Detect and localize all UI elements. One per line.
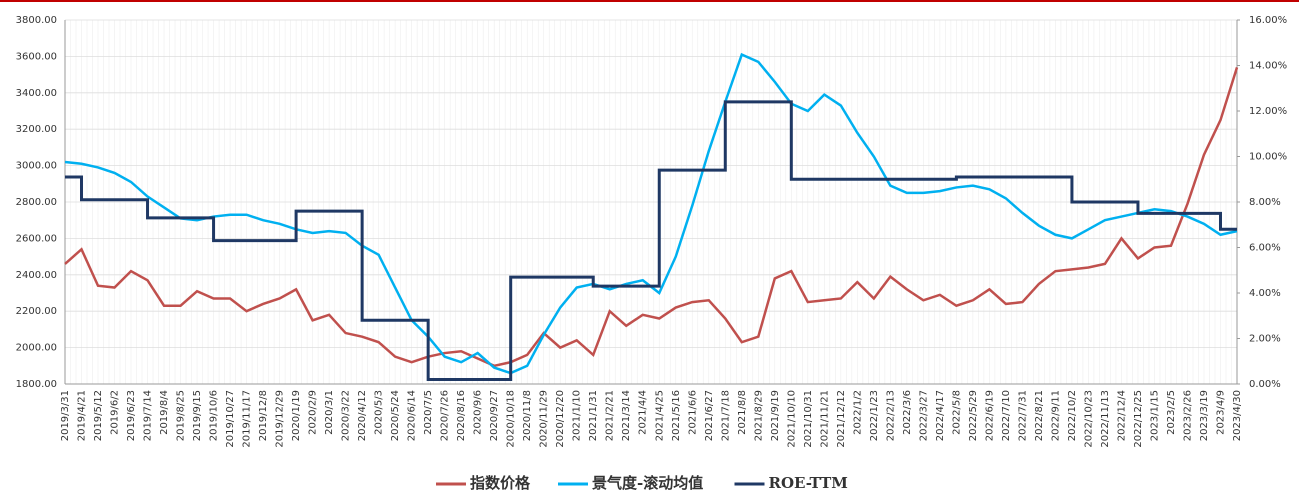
y-tick-label: 2400.00 [16, 270, 57, 281]
y2-tick-label: 0.00% [1249, 379, 1281, 390]
y2-tick-label: 16.00% [1249, 15, 1287, 26]
series-line [65, 100, 1237, 381]
legend-label: 景气度-滚动均值 [592, 474, 703, 492]
x-tick-label: 2022/7/31 [1017, 390, 1028, 441]
x-tick-label: 2021/10/10 [786, 390, 797, 448]
x-tick-label: 2021/8/29 [753, 390, 764, 441]
x-tick-label: 2020/7/26 [440, 390, 451, 441]
x-tick-label: 2021/6/6 [687, 390, 698, 435]
series-line [64, 66, 1239, 368]
x-tick-label: 2022/10/2 [1067, 390, 1078, 441]
x-tick-label: 2021/3/14 [621, 390, 632, 441]
x-tick-label: 2021/11/21 [819, 390, 830, 448]
x-tick-label: 2022/2/13 [885, 390, 896, 441]
x-tick-label: 2020/2/9 [308, 390, 319, 435]
x-tick-label: 2019/12/8 [258, 390, 269, 441]
x-tick-label: 2019/4/21 [77, 390, 88, 441]
y2-tick-label: 14.00% [1249, 61, 1287, 72]
x-tick-label: 2022/12/25 [1133, 390, 1144, 448]
x-tick-label: 2020/10/18 [506, 390, 517, 448]
x-tick-label: 2021/12/12 [836, 390, 847, 448]
x-tick-label: 2019/10/27 [225, 390, 236, 448]
x-tick-label: 2023/4/30 [1232, 390, 1243, 441]
legend-label: 指数价格 [470, 474, 531, 492]
x-tick-label: 2019/9/15 [192, 390, 203, 441]
x-tick-label: 2021/2/21 [605, 390, 616, 441]
y2-tick-label: 2.00% [1249, 334, 1281, 345]
x-tick-label: 2019/8/4 [159, 390, 170, 435]
y-tick-label: 2800.00 [16, 197, 57, 208]
x-tick-label: 2023/2/5 [1166, 390, 1177, 435]
x-tick-label: 2021/1/10 [572, 390, 583, 441]
x-tick-label: 2020/11/8 [522, 390, 533, 441]
y-tick-label: 2000.00 [16, 343, 57, 354]
x-tick-label: 2022/11/13 [1100, 390, 1111, 448]
x-tick-label: 2022/10/23 [1083, 390, 1094, 448]
x-tick-label: 2020/5/24 [390, 390, 401, 441]
y2-tick-label: 6.00% [1249, 243, 1281, 254]
x-tick-label: 2022/4/17 [935, 390, 946, 441]
x-tick-label: 2020/9/6 [473, 390, 484, 435]
x-tick-label: 2021/7/18 [720, 390, 731, 441]
y-tick-label: 3600.00 [16, 51, 57, 62]
x-tick-label: 2021/8/8 [737, 390, 748, 435]
x-tick-label: 2022/3/6 [902, 390, 913, 435]
x-tick-label: 2022/12/4 [1116, 390, 1127, 441]
x-tick-label: 2021/10/31 [803, 390, 814, 448]
x-tick-label: 2020/8/16 [456, 390, 467, 441]
y2-tick-label: 12.00% [1249, 106, 1287, 117]
x-tick-label: 2019/11/17 [242, 390, 253, 448]
y2-tick-label: 4.00% [1249, 288, 1281, 299]
x-tick-label: 2020/7/5 [423, 390, 434, 435]
x-tick-label: 2020/3/1 [324, 390, 335, 435]
x-tick-label: 2019/8/25 [176, 390, 187, 441]
x-tick-label: 2023/4/9 [1215, 390, 1226, 435]
x-tick-label: 2020/5/3 [374, 390, 385, 435]
x-tick-label: 2019/6/2 [110, 390, 121, 435]
x-tick-label: 2023/2/26 [1182, 390, 1193, 441]
y-tick-label: 3000.00 [16, 161, 57, 172]
x-tick-label: 2020/3/22 [341, 390, 352, 441]
x-tick-label: 2020/9/27 [489, 390, 500, 441]
y2-tick-label: 10.00% [1249, 152, 1287, 163]
x-tick-label: 2020/6/14 [407, 390, 418, 441]
y-tick-label: 1800.00 [16, 379, 57, 390]
x-tick-label: 2020/4/12 [357, 390, 368, 441]
y2-tick-label: 8.00% [1249, 197, 1281, 208]
x-tick-label: 2022/6/19 [984, 390, 995, 441]
y-tick-label: 2200.00 [16, 306, 57, 317]
x-tick-label: 2019/3/31 [60, 390, 71, 441]
x-tick-label: 2022/5/29 [968, 390, 979, 441]
x-tick-label: 2023/3/19 [1199, 390, 1210, 441]
y-tick-label: 3800.00 [16, 15, 57, 26]
x-tick-label: 2020/11/29 [539, 390, 550, 448]
x-tick-label: 2022/3/27 [918, 390, 929, 441]
x-tick-label: 2022/1/2 [852, 390, 863, 435]
y-tick-label: 2600.00 [16, 233, 57, 244]
x-tick-label: 2023/1/15 [1149, 390, 1160, 441]
x-tick-label: 2022/5/8 [951, 390, 962, 435]
x-tick-label: 2020/1/19 [291, 390, 302, 441]
x-tick-label: 2019/10/6 [209, 390, 220, 441]
x-tick-label: 2019/6/23 [126, 390, 137, 441]
y-tick-label: 3400.00 [16, 88, 57, 99]
x-tick-label: 2021/4/4 [638, 390, 649, 435]
x-tick-label: 2020/12/20 [555, 390, 566, 448]
y-tick-label: 3200.00 [16, 124, 57, 135]
x-tick-label: 2021/9/19 [770, 390, 781, 441]
legend-label: ROE-TTM [769, 474, 848, 492]
x-tick-label: 2019/12/29 [275, 390, 286, 448]
x-tick-label: 2021/4/25 [654, 390, 665, 441]
x-tick-label: 2022/7/10 [1001, 390, 1012, 441]
x-tick-label: 2021/1/31 [588, 390, 599, 441]
x-tick-label: 2021/5/16 [671, 390, 682, 441]
x-tick-label: 2022/9/11 [1050, 390, 1061, 441]
x-tick-label: 2019/7/14 [143, 390, 154, 441]
x-tick-label: 2022/8/21 [1034, 390, 1045, 441]
x-tick-label: 2021/6/27 [704, 390, 715, 441]
x-tick-label: 2022/1/23 [869, 390, 880, 441]
x-tick-label: 2019/5/12 [93, 390, 104, 441]
